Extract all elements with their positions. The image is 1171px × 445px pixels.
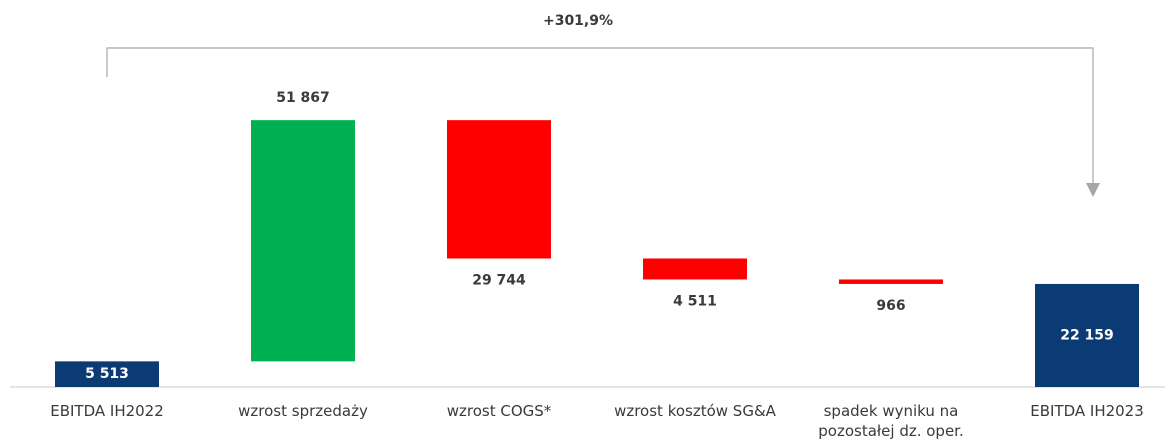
x-tick-label-box: EBITDA IH2022: [50, 402, 164, 420]
x-tick-label: spadek wyniku na pozostałej dz. oper.: [818, 402, 964, 440]
x-tick-label-box: wzrost sprzedaży: [238, 402, 368, 420]
annotation: +301,9%: [543, 13, 613, 29]
bar: [447, 120, 551, 259]
data-label: 5 513: [85, 366, 129, 382]
bar: [251, 120, 355, 362]
data-label: 966: [876, 298, 905, 314]
data-label: 22 159: [1060, 327, 1114, 343]
x-tick-label-box: wzrost COGS*: [446, 402, 552, 420]
x-tick-label: EBITDA IH2022: [50, 402, 164, 420]
x-tick-label: wzrost sprzedaży: [238, 402, 368, 420]
x-tick-label: EBITDA IH2023: [1030, 402, 1144, 420]
x-tick-label-box: wzrost kosztów SG&A: [614, 402, 776, 420]
x-tick-label-box: EBITDA IH2023: [1030, 402, 1144, 420]
data-label: 29 744: [472, 272, 526, 288]
data-label: 4 511: [673, 293, 717, 309]
bar: [1035, 283, 1139, 387]
bar: [643, 258, 747, 280]
x-tick-label-box: spadek wyniku na pozostałej dz. oper.: [818, 402, 964, 440]
arrow-head: [1086, 183, 1100, 197]
x-tick-label: wzrost kosztów SG&A: [614, 402, 776, 420]
bracket: [106, 47, 1094, 186]
x-tick-label: wzrost COGS*: [446, 402, 552, 420]
bar: [839, 279, 943, 284]
data-label: 51 867: [276, 90, 330, 106]
bar: [55, 361, 159, 387]
